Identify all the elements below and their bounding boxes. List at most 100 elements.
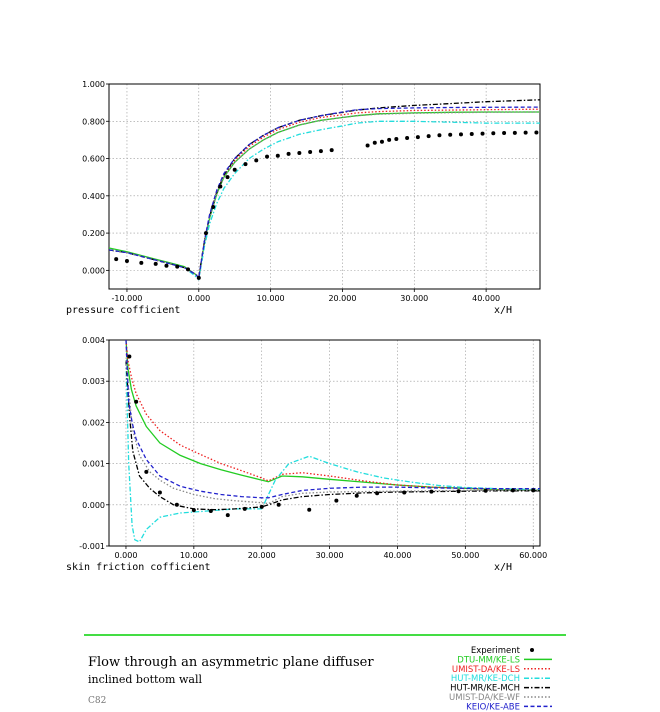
experiment-point (127, 354, 132, 359)
x-tick-label: 0.000 (187, 294, 210, 303)
y-tick-label: -0.001 (79, 542, 105, 551)
x-tick-label: 10.000 (257, 294, 285, 303)
series-line-umist-da-ke-wf (109, 111, 540, 278)
experiment-point (531, 488, 536, 493)
experiment-point (456, 489, 461, 494)
experiment-point (297, 150, 302, 155)
experiment-point (426, 134, 431, 139)
series-line-keio-ke-abe (125, 340, 540, 499)
chart-legend: ExperimentDTU-MM/KE-LSUMIST-DA/KE-LSHUT-… (449, 646, 552, 712)
experiment-point (124, 259, 129, 264)
experiment-point (372, 140, 377, 145)
experiment-point (232, 167, 237, 172)
experiment-point (512, 130, 517, 135)
x-tick-label: 60.000 (519, 551, 547, 560)
legend-label-dtu-mm-ke-ls: DTU-MM/KE-LS (457, 655, 520, 665)
experiment-point (354, 493, 359, 498)
series-line-hut-mr-ke-dch (125, 360, 540, 543)
experiment-point (242, 506, 247, 511)
experiment-point (286, 151, 291, 156)
experiment-point (334, 498, 339, 503)
y-tick-label: 0.004 (82, 336, 105, 345)
x-tick-label: 10.000 (180, 551, 208, 560)
experiment-point (225, 513, 230, 518)
experiment-point (415, 135, 420, 140)
experiment-point (174, 502, 179, 507)
experiment-point (139, 260, 144, 265)
experiment-point (329, 148, 334, 153)
series-line-umist-da-ke-wf (125, 360, 540, 505)
x-tick-label: 20.000 (328, 294, 356, 303)
experiment-point (218, 184, 223, 189)
series-line-hut-mr-ke-mch (109, 99, 540, 278)
y-tick-label: 0.200 (82, 229, 105, 238)
caption-subtitle: inclined bottom wall (88, 673, 202, 686)
x-tick-label: 50.000 (451, 551, 479, 560)
experiment-point (265, 154, 270, 159)
y-tick-label: 0.002 (82, 418, 105, 427)
x-tick-label: 30.000 (316, 551, 344, 560)
y-tick-label: 0.000 (82, 266, 105, 275)
experiment-point (254, 158, 259, 163)
legend-label-hut-mr-ke-mch: HUT-MR/KE-MCH (450, 684, 520, 694)
x-tick-label: 30.000 (400, 294, 428, 303)
caption-code: C82 (88, 696, 106, 706)
experiment-point (437, 133, 442, 138)
legend-label-hut-mr-ke-dch: HUT-MR/KE-DCH (451, 674, 520, 684)
x-tick-label: 0.000 (115, 551, 138, 560)
series-line-umist-da-ke-ls (125, 340, 540, 491)
experiment-point (211, 205, 216, 209)
experiment-point (203, 231, 208, 236)
legend-label-umist-da-ke-wf: UMIST-DA/KE-WF (449, 693, 520, 703)
experiment-point (491, 131, 496, 136)
y-axis-label: pressure cofficient (66, 305, 180, 316)
experiment-point (448, 132, 453, 137)
x-axis-label: x/H (494, 562, 512, 573)
series-group (125, 340, 540, 543)
experiment-point (208, 508, 213, 513)
experiment-point (405, 136, 410, 141)
skin-friction-chart: 0.000 10.000 20.000 30.000 40.000 50.000 60.00… (66, 336, 547, 573)
series-group (109, 99, 540, 281)
series-line-hut-mr-ke-mch (125, 360, 540, 511)
experiment-point (365, 143, 370, 148)
experiment-point (191, 508, 196, 513)
experiment-point (429, 489, 434, 494)
experiment-point (144, 469, 149, 474)
y-tick-label: 0.600 (82, 155, 105, 164)
x-tick-label: 40.000 (383, 551, 411, 560)
experiment-point (243, 162, 248, 167)
x-axis-label: x/H (494, 305, 512, 316)
experiment-point (307, 507, 312, 512)
y-tick-label: 0.003 (82, 377, 105, 386)
y-tick-label: 0.400 (82, 192, 105, 201)
y-axis-label: skin friction cofficient (66, 562, 211, 573)
legend-label-umist-da-ke-ls: UMIST-DA/KE-LS (452, 665, 520, 675)
legend-label-experiment: Experiment (471, 646, 521, 656)
experiment-point (469, 131, 474, 136)
pressure-coefficient-chart: -10.000 0.000 10.000 20.000 30.000 40.000 0.00… (66, 80, 541, 316)
y-tick-label: 0.000 (82, 501, 105, 510)
legend-swatch-experiment (530, 648, 534, 652)
experiment-point (276, 502, 281, 507)
x-tick-label: -10.000 (112, 294, 143, 303)
experiment-point (394, 136, 399, 141)
experiment-point (196, 275, 201, 280)
experiment-point (114, 257, 119, 262)
series-line-hut-mr-ke-dch (109, 120, 540, 281)
experiment-point (175, 264, 180, 269)
series-line-keio-ke-abe (109, 106, 540, 279)
experiment-point (480, 131, 485, 136)
experiment-point (275, 153, 280, 158)
x-tick-label: 40.000 (472, 294, 500, 303)
experiment-point (523, 130, 528, 135)
experiment-point (157, 490, 162, 495)
experiment-point (375, 491, 380, 496)
plot-frame (108, 339, 541, 547)
experiment-point (186, 267, 191, 272)
experiment-point (387, 137, 392, 142)
experiment-point (510, 488, 515, 493)
experiment-point (318, 149, 323, 154)
plot-frame (108, 83, 541, 290)
